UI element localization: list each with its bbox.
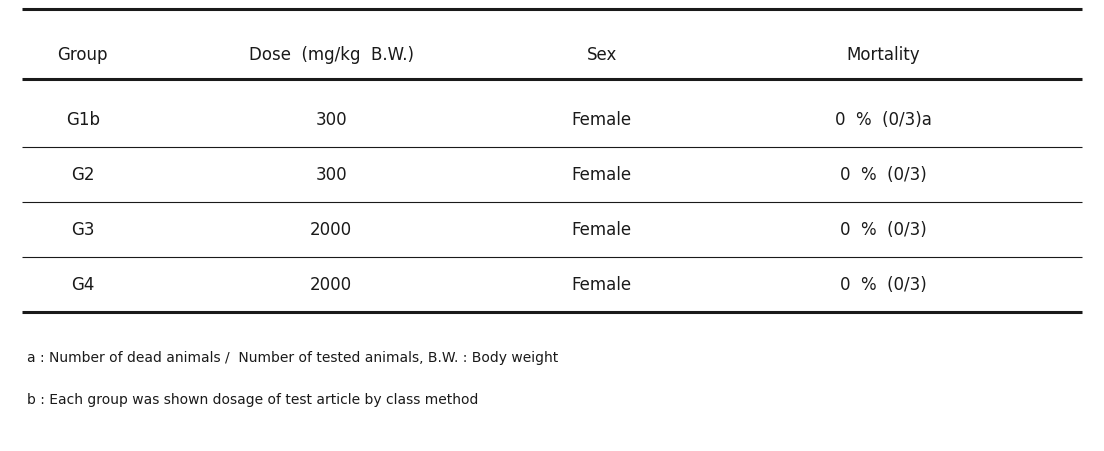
Text: G3: G3	[71, 221, 95, 239]
Text: 2000: 2000	[310, 276, 352, 293]
Text: Dose  (mg/kg  B.W.): Dose (mg/kg B.W.)	[248, 46, 414, 64]
Text: 0  %  (0/3): 0 % (0/3)	[840, 276, 926, 293]
Text: Female: Female	[572, 111, 631, 129]
Text: 300: 300	[316, 166, 347, 184]
Text: 0  %  (0/3): 0 % (0/3)	[840, 166, 926, 184]
Text: Female: Female	[572, 276, 631, 293]
Text: G1b: G1b	[66, 111, 99, 129]
Text: Sex: Sex	[586, 46, 617, 64]
Text: Group: Group	[57, 46, 108, 64]
Text: Female: Female	[572, 166, 631, 184]
Text: Female: Female	[572, 221, 631, 239]
Text: 0  %  (0/3): 0 % (0/3)	[840, 221, 926, 239]
Text: b : Each group was shown dosage of test article by class method: b : Each group was shown dosage of test …	[28, 392, 478, 406]
Text: G4: G4	[71, 276, 95, 293]
Text: Mortality: Mortality	[847, 46, 920, 64]
Text: G2: G2	[71, 166, 95, 184]
Text: 0  %  (0/3)a: 0 % (0/3)a	[835, 111, 932, 129]
Text: 300: 300	[316, 111, 347, 129]
Text: a : Number of dead animals /  Number of tested animals, B.W. : Body weight: a : Number of dead animals / Number of t…	[28, 350, 559, 364]
Text: 2000: 2000	[310, 221, 352, 239]
